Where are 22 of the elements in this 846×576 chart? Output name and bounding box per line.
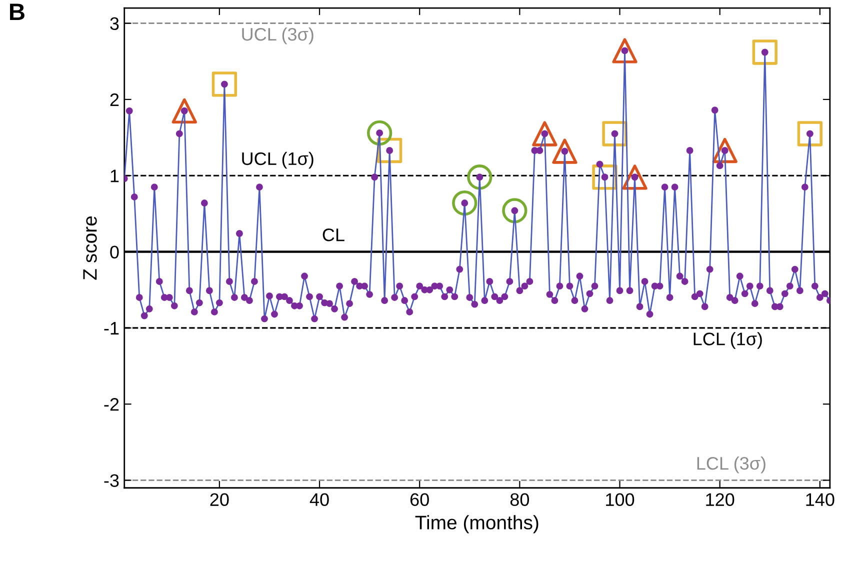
x-tick-label: 80	[510, 493, 530, 506]
y-tick-label: -2	[104, 398, 119, 411]
ref-line-label: CL	[322, 228, 344, 242]
ref-line-label: LCL (3σ)	[697, 456, 766, 474]
ref-line-label: UCL (3σ)	[242, 27, 314, 44]
y-tick-label: -1	[104, 322, 119, 334]
x-tick-label: 100	[606, 493, 634, 506]
y-tick-label: 0	[110, 246, 119, 258]
text: B	[10, 4, 24, 20]
y-tick-label: 3	[110, 17, 119, 30]
x-tick-label: 140	[806, 493, 834, 506]
x-tick-label: 60	[410, 493, 429, 506]
ref-line-label: LCL (1σ)	[694, 332, 762, 349]
y-axis-title: Z score	[83, 216, 97, 280]
y-tick-label: -3	[104, 474, 119, 487]
y-tick-label: 2	[110, 93, 119, 106]
x-tick-label: 120	[706, 493, 734, 506]
y-tick-label: 1	[110, 170, 119, 182]
x-tick-label: 40	[310, 493, 329, 506]
ref-line-label: UCL (1σ)	[242, 152, 314, 169]
x-tick-label: 20	[210, 493, 229, 506]
x-axis-title: Time (months)	[415, 515, 538, 534]
